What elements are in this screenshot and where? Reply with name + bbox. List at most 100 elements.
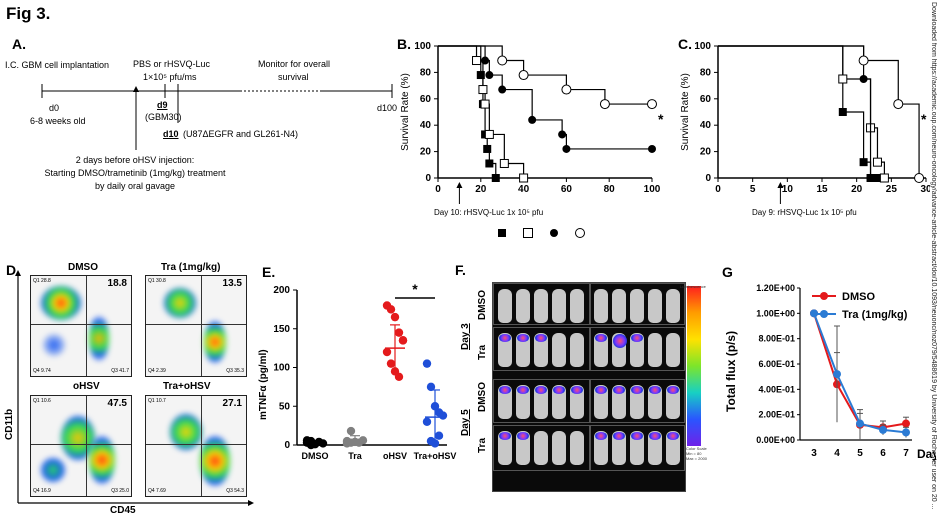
luminescence-signal <box>667 386 679 394</box>
panel-a-letter: A. <box>12 36 26 52</box>
data-point-filled-circle <box>485 71 494 80</box>
data-point-filled-circle <box>528 115 537 124</box>
mouse-image <box>648 333 662 367</box>
legend-label: Tra (1mg/kg) <box>842 309 908 321</box>
injection-arrowhead <box>456 182 463 188</box>
significance-asterisk: * <box>658 111 664 127</box>
tick-label: 0 <box>284 440 290 451</box>
data-point-filled-square <box>485 159 494 168</box>
luminescence-colorbar <box>687 286 701 446</box>
luminescence-signal <box>631 334 643 342</box>
data-point-open-circle <box>893 99 904 110</box>
flow-title-dmso: DMSO <box>68 262 98 273</box>
luminescence-signal <box>649 386 661 394</box>
day5-label: Day 5 <box>460 409 471 436</box>
tick-label: 40 <box>518 184 530 195</box>
flow-value: 47.5 <box>107 398 127 409</box>
tick-label: 2.00E-01 <box>758 410 795 420</box>
data-point-open-circle <box>914 173 925 183</box>
mouse-image <box>552 333 566 367</box>
flow-value: 13.5 <box>222 278 242 289</box>
series-line <box>438 45 652 150</box>
filled-circle-icon <box>550 229 558 237</box>
luminescence-signal <box>595 386 607 394</box>
tick-label: 25 <box>886 184 898 195</box>
data-point-filled-circle <box>562 144 571 153</box>
flow-q3: Q3 41.7 <box>111 368 129 374</box>
tick-label: 150 <box>273 324 290 335</box>
tick-label: 200 <box>273 285 290 296</box>
luminescence-signal <box>517 432 529 440</box>
tick-label: 0 <box>705 173 711 184</box>
data-point <box>318 439 328 448</box>
data-point-open-square <box>480 99 490 109</box>
pbs-label: PBS or rHSVQ-Luc <box>133 59 211 69</box>
tick-label: 100 <box>414 41 431 52</box>
data-point <box>398 336 408 345</box>
mouse-image <box>666 289 680 323</box>
tick-label: 6.00E-01 <box>758 359 795 369</box>
data-point-open-square <box>499 158 509 168</box>
flow-axis-arrows <box>15 270 254 506</box>
data-point-filled-circle <box>498 85 507 94</box>
data-point <box>426 382 436 392</box>
luminescence-signal <box>499 334 511 342</box>
colorbar-title: Luminescence <box>680 284 706 289</box>
data-point-open-circle <box>518 70 529 81</box>
series-line <box>718 45 878 179</box>
tick-label: 1.20E+00 <box>756 283 795 293</box>
data-point <box>346 426 356 436</box>
x-tick-label: 3 <box>811 448 817 459</box>
legend-item-dmso <box>498 229 509 237</box>
tick-label: 4.00E-01 <box>758 384 795 394</box>
series-line <box>718 45 920 178</box>
panel-f-dot: . <box>687 280 690 291</box>
tick-label: 20 <box>851 184 863 195</box>
tick-label: 1.00E+00 <box>756 308 795 318</box>
flow-q4: Q4 9.74 <box>33 368 51 374</box>
implant-label: I.C. GBM cell implantation <box>5 60 110 70</box>
legend-item-ohsv <box>550 229 561 237</box>
luminescence-signal <box>613 334 627 348</box>
category-label: oHSV <box>383 451 407 461</box>
x-tick-label: 5 <box>857 448 863 459</box>
luminescence-signal <box>517 334 529 342</box>
data-point-filled-circle <box>481 56 490 65</box>
d10-note: (U87ΔEGFR and GL261-N4) <box>183 129 299 139</box>
legend-item-trametinib <box>523 228 536 238</box>
tick-label: 60 <box>420 94 432 105</box>
tick-label: 0 <box>715 184 721 195</box>
dose-label: 1×10⁵ pfu/ms <box>143 72 197 82</box>
pretreat-line-1: 2 days before oHSV injection: <box>75 155 195 165</box>
flow-plot-dmso: 18.8 Q1 28.8 Q4 9.74 Q3 41.7 <box>30 275 132 377</box>
flow-title-tra-ohsv: Tra+oHSV <box>163 381 211 392</box>
luminescence-signal <box>649 432 661 440</box>
flow-x-axis-label: CD45 <box>110 505 136 516</box>
flow-q4: Q4 2.39 <box>148 368 166 374</box>
data-point-filled-circle <box>859 75 868 83</box>
luminescence-signal <box>631 432 643 440</box>
survival-label: survival <box>278 72 309 82</box>
tick-label: 20 <box>475 184 487 195</box>
data-point-open-square <box>872 157 882 167</box>
data-point <box>856 419 864 428</box>
mouse-image <box>570 333 584 367</box>
data-point-filled-square <box>483 144 492 153</box>
data-point-open-circle <box>561 84 572 95</box>
data-point-open-circle <box>497 55 508 66</box>
data-point-filled-square <box>491 174 500 182</box>
tick-label: 5 <box>750 184 756 195</box>
data-point <box>382 347 392 357</box>
legend-marker <box>820 292 828 300</box>
luminescence-signal <box>613 386 625 394</box>
mouse-image <box>570 289 584 323</box>
data-point <box>422 359 432 368</box>
tnf-scatter-chart: 0 50 100 150 200 DMSO Tra oHSV Tra+oHSV * <box>273 281 456 461</box>
flow-q1: Q1 30.8 <box>148 278 166 284</box>
flow-title-tra: Tra (1mg/kg) <box>161 262 221 273</box>
row-tra-day3: Tra <box>477 344 488 360</box>
data-point-filled-circle <box>648 144 656 153</box>
series-line <box>438 45 497 178</box>
category-label: DMSO <box>302 451 329 461</box>
panel-a: A. I.C. GBM cell implantation PBS or rHS… <box>0 30 400 230</box>
